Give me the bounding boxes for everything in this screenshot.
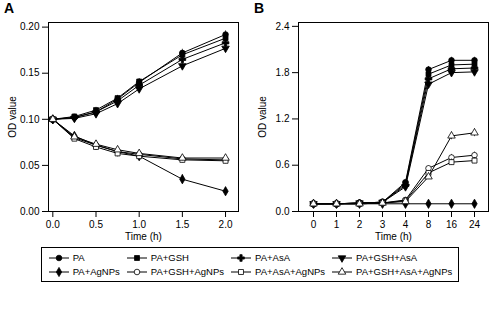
html-text:PA+GSH: PA+GSH: [150, 252, 189, 263]
svg-text:0.5: 0.5: [89, 219, 103, 230]
html-text:PA+AsA+AgNPs: PA+AsA+AgNPs: [255, 266, 326, 277]
svg-text:8: 8: [426, 219, 432, 230]
svg-text:24: 24: [469, 219, 481, 230]
html-text:A: A: [4, 0, 15, 16]
svg-text:0.00: 0.00: [20, 206, 40, 217]
svg-text:0.10: 0.10: [20, 114, 40, 125]
svg-text:Time (h): Time (h): [375, 231, 412, 242]
svg-text:1.0: 1.0: [132, 219, 146, 230]
svg-text:1.5: 1.5: [175, 219, 189, 230]
svg-text:0: 0: [311, 219, 317, 230]
svg-text:3: 3: [380, 219, 386, 230]
svg-text:16: 16: [446, 219, 458, 230]
svg-text:0.0: 0.0: [276, 206, 290, 217]
html-text:PA+AgNPs: PA+AgNPs: [72, 266, 120, 277]
svg-text:2.0: 2.0: [219, 219, 233, 230]
svg-text:Time (h): Time (h): [125, 231, 162, 242]
svg-text:0.0: 0.0: [46, 219, 60, 230]
svg-text:1: 1: [334, 219, 340, 230]
html-text:B: B: [254, 0, 265, 16]
svg-text:0.05: 0.05: [20, 160, 40, 171]
html-text:PA+AsA: PA+AsA: [255, 252, 290, 263]
svg-text:0.15: 0.15: [20, 67, 40, 78]
html-text:PA+GSH+AsA+AgNPs: PA+GSH+AsA+AgNPs: [356, 266, 453, 277]
svg-text:2: 2: [357, 219, 363, 230]
html-text:PA: PA: [72, 252, 85, 263]
svg-text:1.2: 1.2: [276, 113, 290, 124]
svg-text:OD value: OD value: [257, 96, 268, 138]
svg-text:4: 4: [403, 219, 409, 230]
svg-text:1.8: 1.8: [276, 67, 290, 78]
svg-text:2.4: 2.4: [276, 21, 290, 32]
html-text:PA+GSH+AsA: PA+GSH+AsA: [356, 252, 418, 263]
svg-text:0.6: 0.6: [276, 159, 290, 170]
html-text:PA+GSH+AgNPs: PA+GSH+AgNPs: [150, 266, 224, 277]
svg-text:OD value: OD value: [7, 96, 18, 138]
svg-text:0.20: 0.20: [20, 21, 40, 32]
